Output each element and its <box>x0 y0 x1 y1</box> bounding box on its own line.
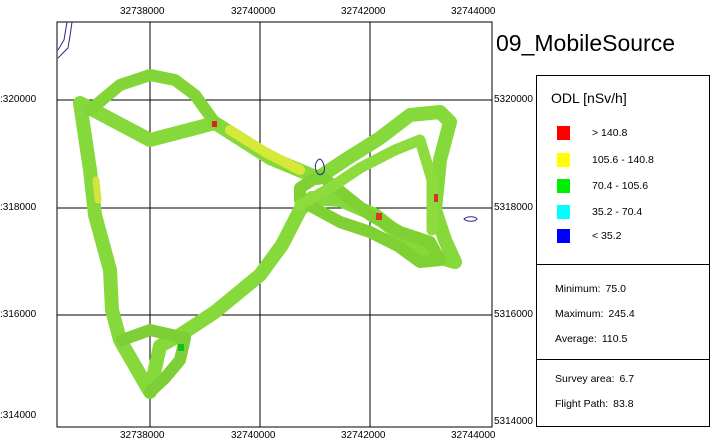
legend-swatch-4 <box>557 205 570 219</box>
survey-area-label: Survey area: <box>555 373 615 385</box>
y-tick-right-4: 5314000 <box>494 416 533 427</box>
y-tick-left-2: :318000 <box>0 202 37 213</box>
path-inner-loop <box>84 69 221 129</box>
y-tick-right-3: 5316000 <box>494 309 533 320</box>
stat-maximum: Maximum: 245.4 <box>555 308 635 320</box>
y-tick-left-1: :320000 <box>0 94 37 105</box>
y-tick-right-1: 5320000 <box>494 94 533 105</box>
legend-label-2: 105.6 - 140.8 <box>592 154 654 166</box>
legend-label-4: 35.2 - 70.4 <box>592 206 643 218</box>
hotspot-green-1 <box>178 344 184 351</box>
legend-swatch-1 <box>557 126 570 140</box>
path-center-loop <box>294 169 446 268</box>
legend-label-3: 70.4 - 105.6 <box>592 180 649 192</box>
path-yellow-section <box>225 125 305 175</box>
x-tick-top-4: 32744000 <box>451 6 496 17</box>
x-tick-top-3: 32742000 <box>341 6 386 17</box>
x-tick-top-1: 32738000 <box>120 6 165 17</box>
legend-divider-1 <box>537 264 709 265</box>
hotspot-red-1 <box>212 121 217 127</box>
stat-minimum: Minimum: 75.0 <box>555 283 626 295</box>
y-tick-right-2: 5318000 <box>494 202 533 213</box>
flight-path-value: 83.8 <box>613 398 634 410</box>
y-tick-left-4: :314000 <box>0 410 37 421</box>
water-bodies <box>57 21 478 222</box>
x-tick-bottom-2: 32740000 <box>231 430 276 441</box>
legend-title: ODL [nSv/h] <box>551 90 627 106</box>
x-tick-bottom-3: 32742000 <box>341 430 386 441</box>
x-tick-top-2: 32740000 <box>231 6 276 17</box>
legend-label-5: < 35.2 <box>592 230 622 242</box>
legend-divider-2 <box>537 359 709 360</box>
survey-area-value: 6.7 <box>619 373 635 385</box>
flight-path <box>73 69 462 399</box>
legend-swatch-2 <box>557 153 570 167</box>
stat-maximum-value: 245.4 <box>608 308 635 320</box>
stat-average: Average: 110.5 <box>555 333 627 345</box>
lake-outline-2 <box>463 216 478 222</box>
flight-path-length: Flight Path: 83.8 <box>555 398 634 410</box>
map-title: 09_MobileSource <box>496 30 676 56</box>
stat-maximum-label: Maximum: <box>555 308 604 320</box>
x-tick-bottom-4: 32744000 <box>451 430 496 441</box>
legend-panel: ODL [nSv/h] > 140.8 105.6 - 140.8 70.4 -… <box>536 75 710 427</box>
stat-minimum-value: 75.0 <box>605 283 626 295</box>
path-yellow-section-2 <box>92 176 102 204</box>
river-outline <box>57 21 73 59</box>
map-border <box>56 21 493 428</box>
hotspot-red-2 <box>376 213 382 220</box>
flight-path-label: Flight Path: <box>555 398 609 410</box>
x-tick-bottom-1: 32738000 <box>120 430 165 441</box>
hotspot-red-3 <box>434 194 438 202</box>
hotspots <box>178 121 438 351</box>
legend-label-1: > 140.8 <box>592 127 628 139</box>
path-cross-segment <box>294 134 438 236</box>
survey-area: Survey area: 6.7 <box>555 373 634 385</box>
stat-average-label: Average: <box>555 333 597 345</box>
legend-swatch-3 <box>557 179 570 193</box>
stat-average-value: 110.5 <box>601 333 628 345</box>
lake-outline-1 <box>314 158 325 175</box>
y-tick-left-3: :316000 <box>0 309 37 320</box>
stat-minimum-label: Minimum: <box>555 283 601 295</box>
legend-swatch-5 <box>557 229 570 243</box>
